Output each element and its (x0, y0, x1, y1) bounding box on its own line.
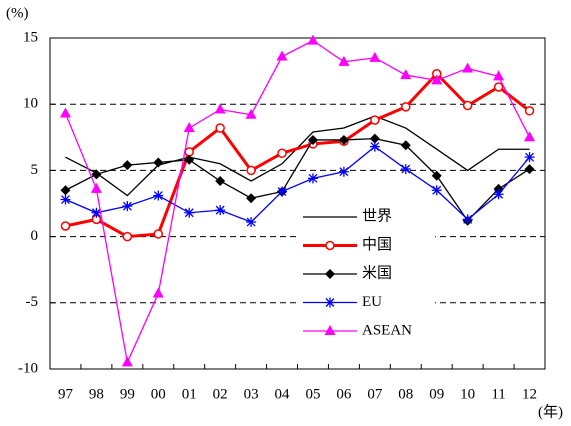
x-tick-label: 07 (367, 386, 383, 402)
marker (246, 193, 257, 204)
marker (462, 214, 473, 225)
x-tick-label: 09 (429, 386, 444, 402)
x-tick-label: 12 (522, 386, 537, 402)
marker (369, 51, 381, 62)
x-tick-label: 99 (120, 386, 135, 402)
x-tick-label: 02 (213, 386, 228, 402)
legend-label: 世界 (362, 207, 392, 224)
marker (277, 148, 287, 158)
marker (183, 122, 195, 133)
x-tick-label: 06 (336, 386, 352, 402)
legend-box (300, 205, 435, 353)
marker (91, 207, 102, 218)
y-tick-label: -5 (26, 294, 39, 310)
marker (338, 55, 350, 66)
legend-label: 米国 (362, 264, 392, 281)
marker (462, 62, 474, 73)
marker (245, 108, 257, 119)
marker (369, 141, 380, 152)
marker (524, 106, 535, 116)
x-tick-label: 05 (305, 386, 320, 402)
x-tick-label: 98 (89, 386, 104, 402)
marker (90, 182, 102, 193)
x-tick-label: 08 (398, 386, 413, 402)
series-line (65, 115, 530, 197)
legend-label: EU (362, 294, 382, 310)
marker (276, 50, 288, 61)
marker (401, 102, 411, 112)
x-tick-label: 01 (182, 386, 197, 402)
marker (277, 186, 288, 197)
series-line (65, 71, 531, 239)
marker (122, 201, 133, 212)
marker (215, 205, 226, 216)
series-line (64, 39, 531, 365)
marker (370, 115, 380, 125)
marker (60, 185, 71, 196)
marker (246, 217, 257, 228)
marker (524, 152, 535, 163)
marker (214, 103, 226, 114)
x-tick-label: 03 (244, 386, 259, 402)
y-tick-label: 10 (23, 96, 38, 112)
series-line (65, 137, 530, 222)
series-line (65, 145, 531, 223)
y-tick-label: -10 (18, 360, 38, 376)
marker (524, 131, 536, 142)
marker (153, 229, 164, 239)
marker (153, 157, 164, 168)
x-tick-label: 00 (151, 386, 166, 402)
legend-label: 中国 (362, 236, 392, 253)
marker (369, 133, 380, 144)
marker (184, 147, 194, 157)
x-tick-label: 97 (58, 386, 74, 402)
marker (400, 140, 411, 151)
marker (400, 164, 411, 175)
legend-label: ASEAN (362, 322, 412, 338)
marker (493, 189, 504, 200)
x-unit-label: (年) (538, 403, 563, 420)
marker (121, 356, 133, 367)
marker (338, 166, 349, 177)
marker (431, 170, 442, 181)
marker (246, 165, 256, 176)
marker (215, 175, 226, 186)
marker (524, 164, 535, 175)
legend-marker (325, 240, 335, 251)
y-tick-label: 5 (31, 162, 39, 178)
y-unit-label: (%) (6, 5, 29, 21)
marker (60, 221, 71, 231)
marker (122, 231, 133, 242)
x-tick-label: 04 (275, 386, 291, 402)
legend-marker (324, 325, 336, 335)
marker (91, 169, 102, 180)
x-tick-label: 11 (491, 386, 505, 402)
marker (493, 82, 504, 92)
marker (307, 134, 318, 145)
marker (307, 173, 318, 184)
marker (431, 74, 443, 85)
marker (184, 154, 195, 165)
x-tick-label: 10 (460, 386, 475, 402)
marker (152, 287, 164, 298)
marker (184, 207, 195, 218)
marker (462, 100, 473, 111)
y-tick-label: 0 (31, 228, 39, 244)
marker (215, 123, 225, 133)
marker (400, 69, 412, 80)
legend-marker (325, 269, 335, 279)
marker (122, 160, 133, 171)
marker (59, 107, 71, 118)
legend-marker (325, 297, 335, 308)
marker (431, 185, 442, 196)
marker (153, 190, 164, 201)
marker (493, 70, 505, 81)
y-tick-label: 15 (23, 29, 38, 45)
marker (338, 134, 349, 145)
marker (307, 34, 319, 45)
marker (60, 194, 71, 205)
